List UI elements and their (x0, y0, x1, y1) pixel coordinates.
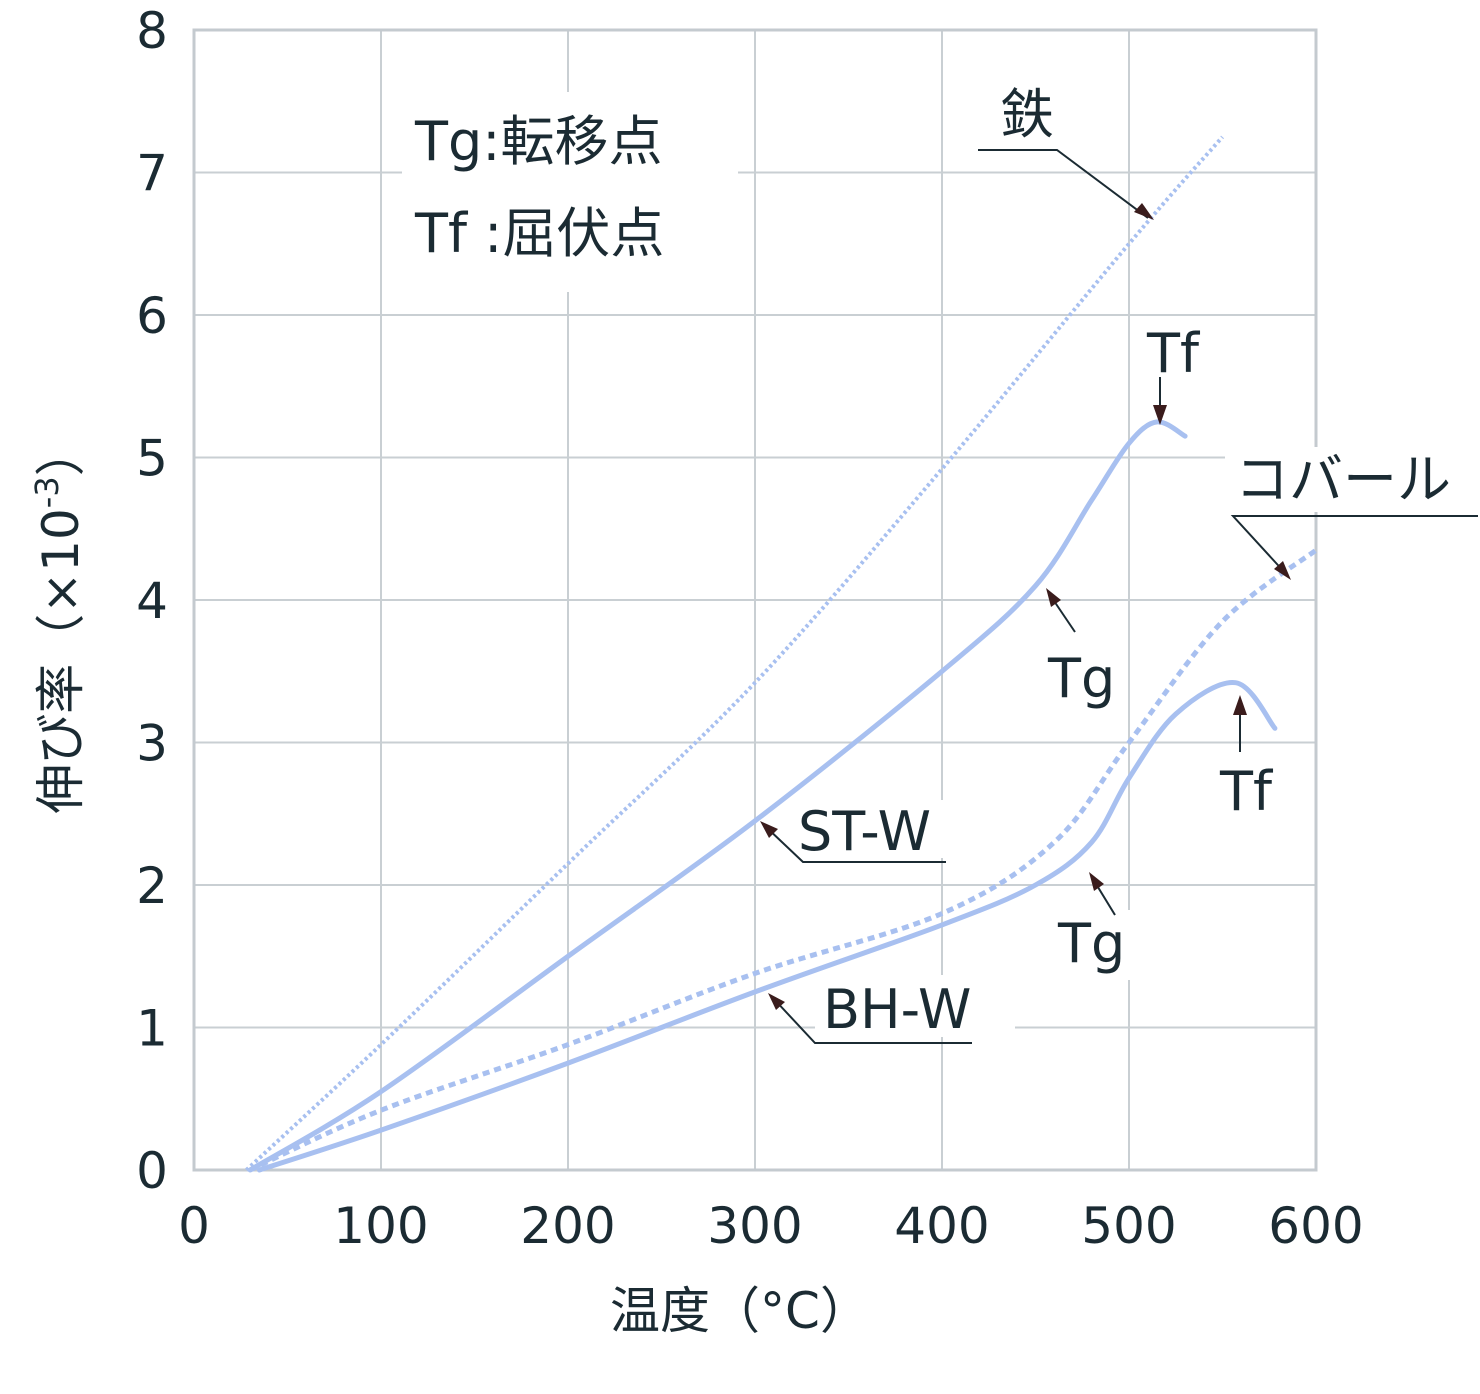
label-tf-stw: Tf (1146, 322, 1201, 385)
label-stw: ST-W (798, 800, 931, 863)
x-tick-label: 200 (520, 1197, 615, 1255)
label-tg-bhw: Tg (1057, 912, 1125, 975)
leader-kovar (1230, 515, 1478, 576)
plot-frame (192, 28, 1318, 1172)
x-tick-label: 100 (333, 1197, 428, 1255)
note-tg: Tg:転移点 (414, 110, 662, 173)
y-axis-title: 伸び率（×10-3） (28, 426, 90, 813)
y-tick-label: 4 (136, 572, 168, 630)
label-bhw: BH-W (823, 978, 971, 1041)
series-line-1 (249, 548, 1318, 1173)
y-tick-label: 5 (136, 430, 168, 488)
grid (192, 28, 1318, 1172)
label-tg-stw: Tg (1047, 647, 1115, 710)
x-axis-title: 温度（°C） (610, 1282, 870, 1340)
label-kovar: コバール (1235, 448, 1451, 511)
x-tick-label: 500 (1081, 1197, 1176, 1255)
y-tick-label: 3 (136, 715, 168, 773)
note-box (402, 92, 738, 292)
label-bg-tf2 (1215, 760, 1285, 820)
label-tf-bhw: Tf (1219, 760, 1274, 823)
label-iron: 鉄 (1000, 83, 1054, 146)
note-tf: Tf :屈伏点 (414, 202, 664, 265)
label-bg-tg2 (1055, 910, 1130, 980)
label-bg-stw (790, 800, 955, 858)
arrow-tg-bhw (1089, 872, 1104, 891)
tick-labels: 0 100 200 300 400 500 600 0 1 2 3 4 5 6 7 8 (136, 2, 1364, 1255)
y-tick-label: 8 (136, 2, 168, 60)
series-line-2 (247, 419, 1188, 1173)
y-tick-label: 1 (136, 1000, 168, 1058)
leader-stw (764, 825, 946, 863)
arrow-tf-stw (1153, 405, 1167, 425)
label-bg-tg1 (1045, 645, 1120, 707)
y-axis-title-close: ） (32, 426, 90, 476)
leader-bhw (772, 997, 972, 1044)
arrow-kovar (1274, 561, 1291, 580)
x-tick-label: 300 (707, 1197, 802, 1255)
x-tick-label: 600 (1268, 1197, 1363, 1255)
series-line-3 (256, 680, 1278, 1173)
label-bg-tf1 (1140, 318, 1210, 378)
label-bg-bhw (815, 975, 1015, 1037)
x-tick-label: 0 (178, 1197, 210, 1255)
arrow-bhw (768, 993, 785, 1010)
series-layer (245, 135, 1318, 1173)
label-bg-kovar (1225, 447, 1480, 512)
arrow-tf-bhw (1233, 695, 1247, 715)
series-line-0 (245, 135, 1225, 1172)
arrow-tg-stw (1046, 588, 1061, 607)
y-tick-label: 0 (136, 1142, 168, 1200)
leader-iron (978, 149, 1149, 219)
arrow-iron (1134, 203, 1154, 220)
y-axis-title-main: 伸び率（×10 (32, 508, 90, 814)
y-axis-title-sup: -3 (28, 476, 66, 508)
x-tick-label: 400 (894, 1197, 989, 1255)
arrow-stw (760, 821, 778, 838)
y-tick-label: 7 (136, 145, 168, 203)
arrow-heads (760, 203, 1291, 1010)
y-tick-label: 6 (136, 287, 168, 345)
y-tick-label: 2 (136, 857, 168, 915)
